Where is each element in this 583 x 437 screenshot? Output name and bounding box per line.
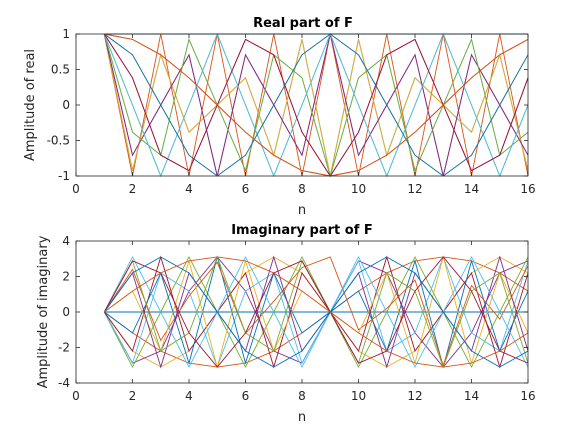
x-tick-label: 14	[464, 182, 479, 196]
y-tick-label: 0	[62, 98, 70, 112]
plot-area	[103, 32, 529, 178]
y-tick-label: -4	[58, 376, 70, 390]
x-tick-label: 6	[242, 182, 250, 196]
series-line-12	[103, 33, 529, 178]
series-line-9	[103, 33, 529, 177]
chart-real: Real part of F 0 2 4 6 8 10 12 14 16 1 0.5 0 -0.5 -1…	[23, 16, 536, 218]
series-line-14	[103, 256, 529, 368]
x-ticks: 0 2 4 6 8 10 12 14 16	[72, 34, 536, 196]
y-tick-label: 4	[62, 234, 70, 248]
series-line-10	[103, 33, 529, 177]
x-tick-label: 4	[185, 389, 193, 403]
series-line-16	[103, 256, 529, 368]
series-line-13	[103, 255, 529, 369]
series-line-14	[103, 33, 529, 177]
y-tick-label: 0.5	[51, 63, 70, 77]
y-tick-label: -2	[58, 341, 70, 355]
series-line-7	[103, 255, 529, 369]
y-ticks: 1 0.5 0 -0.5 -1	[47, 27, 528, 183]
series-line-16	[104, 33, 529, 177]
x-tick-label: 8	[298, 389, 306, 403]
series-line-9	[103, 256, 529, 367]
x-tick-label: 16	[520, 182, 535, 196]
chart-title: Real part of F	[253, 16, 353, 31]
series-line-13	[103, 32, 529, 178]
y-tick-label: 0	[62, 305, 70, 319]
x-tick-label: 2	[129, 182, 137, 196]
x-tick-label: 0	[72, 182, 80, 196]
y-axis-label: Amplitude of imaginary	[36, 235, 51, 388]
x-axis-label: n	[298, 410, 306, 425]
series-line-6	[103, 255, 529, 369]
x-tick-label: 10	[351, 389, 366, 403]
plot-area	[103, 255, 529, 369]
series-line-15	[103, 256, 529, 368]
x-tick-label: 14	[464, 389, 479, 403]
x-tick-label: 6	[242, 389, 250, 403]
x-tick-label: 16	[520, 389, 535, 403]
series-line-5	[103, 255, 529, 369]
x-tick-label: 2	[129, 389, 137, 403]
y-tick-label: -0.5	[47, 134, 70, 148]
x-tick-label: 0	[72, 389, 80, 403]
x-tick-label: 12	[407, 182, 422, 196]
x-tick-label: 8	[298, 182, 306, 196]
y-axis-label: Amplitude of real	[23, 49, 38, 161]
y-ticks: 4 2 0 -2 -4	[58, 234, 528, 390]
x-tick-label: 12	[407, 389, 422, 403]
series-line-11	[103, 33, 529, 177]
x-axis-label: n	[298, 203, 306, 218]
x-tick-label: 4	[185, 182, 193, 196]
series-line-15	[103, 33, 529, 177]
x-ticks: 0 2 4 6 8 10 12 14 16	[72, 241, 536, 403]
y-tick-label: 2	[62, 270, 70, 284]
x-tick-label: 10	[351, 182, 366, 196]
chart-imaginary: Imaginary part of F 0 2 4 6 8 10 12 14 16 4 2 0 -2 -…	[36, 223, 536, 425]
y-tick-label: -1	[58, 169, 70, 183]
chart-title: Imaginary part of F	[231, 223, 373, 238]
y-tick-label: 1	[62, 27, 70, 41]
